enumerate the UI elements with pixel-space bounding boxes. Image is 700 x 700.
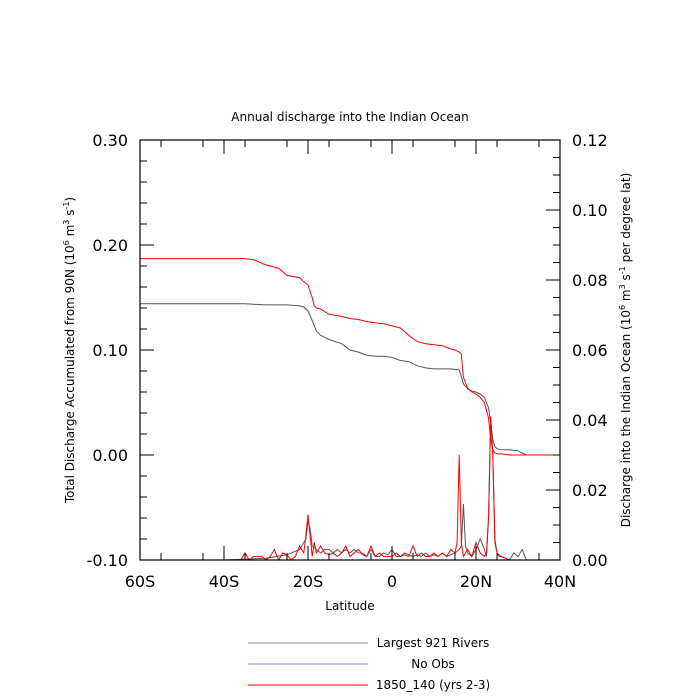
y-left-tick-label: 0.10 <box>92 341 128 360</box>
y-right-tick-label: 0.08 <box>572 271 608 290</box>
y-left-tick-label: -0.10 <box>87 551 128 570</box>
y-right-tick-label: 0.10 <box>572 201 608 220</box>
legend-label-1: No Obs <box>411 657 454 671</box>
y-axis-right-label: Discharge into the Indian Ocean (106 m3 … <box>618 173 633 528</box>
series-line-1 <box>140 258 560 456</box>
y-axis-left: -0.10 0.00 0.10 0.20 0.30 <box>87 131 154 570</box>
y-left-tick-label: 0.00 <box>92 446 128 465</box>
x-axis: 60S 40S 20S 0 20N 40N <box>125 140 576 591</box>
series-line-3 <box>140 416 560 562</box>
legend-label-2: 1850_140 (yrs 2-3) <box>376 678 490 692</box>
y-right-tick-label: 0.02 <box>572 481 608 500</box>
x-tick-label: 20S <box>293 572 324 591</box>
plot-lines <box>140 258 560 562</box>
y-left-tick-label: 0.20 <box>92 236 128 255</box>
y-axis-left-label: Total Discharge Accumulated from 90N (10… <box>62 197 77 504</box>
y-axis-right: 0.00 0.02 0.04 0.06 0.08 0.10 0.12 <box>546 131 608 570</box>
series-line-2 <box>140 419 560 561</box>
y-right-tick-label: 0.12 <box>572 131 608 150</box>
x-tick-label: 0 <box>387 572 397 591</box>
x-tick-label: 20N <box>460 572 492 591</box>
y-right-tick-label: 0.00 <box>572 551 608 570</box>
legend-label-0: Largest 921 Rivers <box>377 636 490 650</box>
x-tick-label: 40S <box>209 572 240 591</box>
series-line-0 <box>140 303 560 456</box>
legend: Largest 921 Rivers No Obs 1850_140 (yrs 2-… <box>248 636 490 692</box>
y-right-tick-label: 0.06 <box>572 341 608 360</box>
y-right-tick-label: 0.04 <box>572 411 608 430</box>
x-tick-label: 40N <box>544 572 576 591</box>
x-axis-label: Latitude <box>325 599 374 613</box>
y-left-tick-label: 0.30 <box>92 131 128 150</box>
x-tick-label: 60S <box>125 572 156 591</box>
chart-title: Annual discharge into the Indian Ocean <box>231 110 468 124</box>
